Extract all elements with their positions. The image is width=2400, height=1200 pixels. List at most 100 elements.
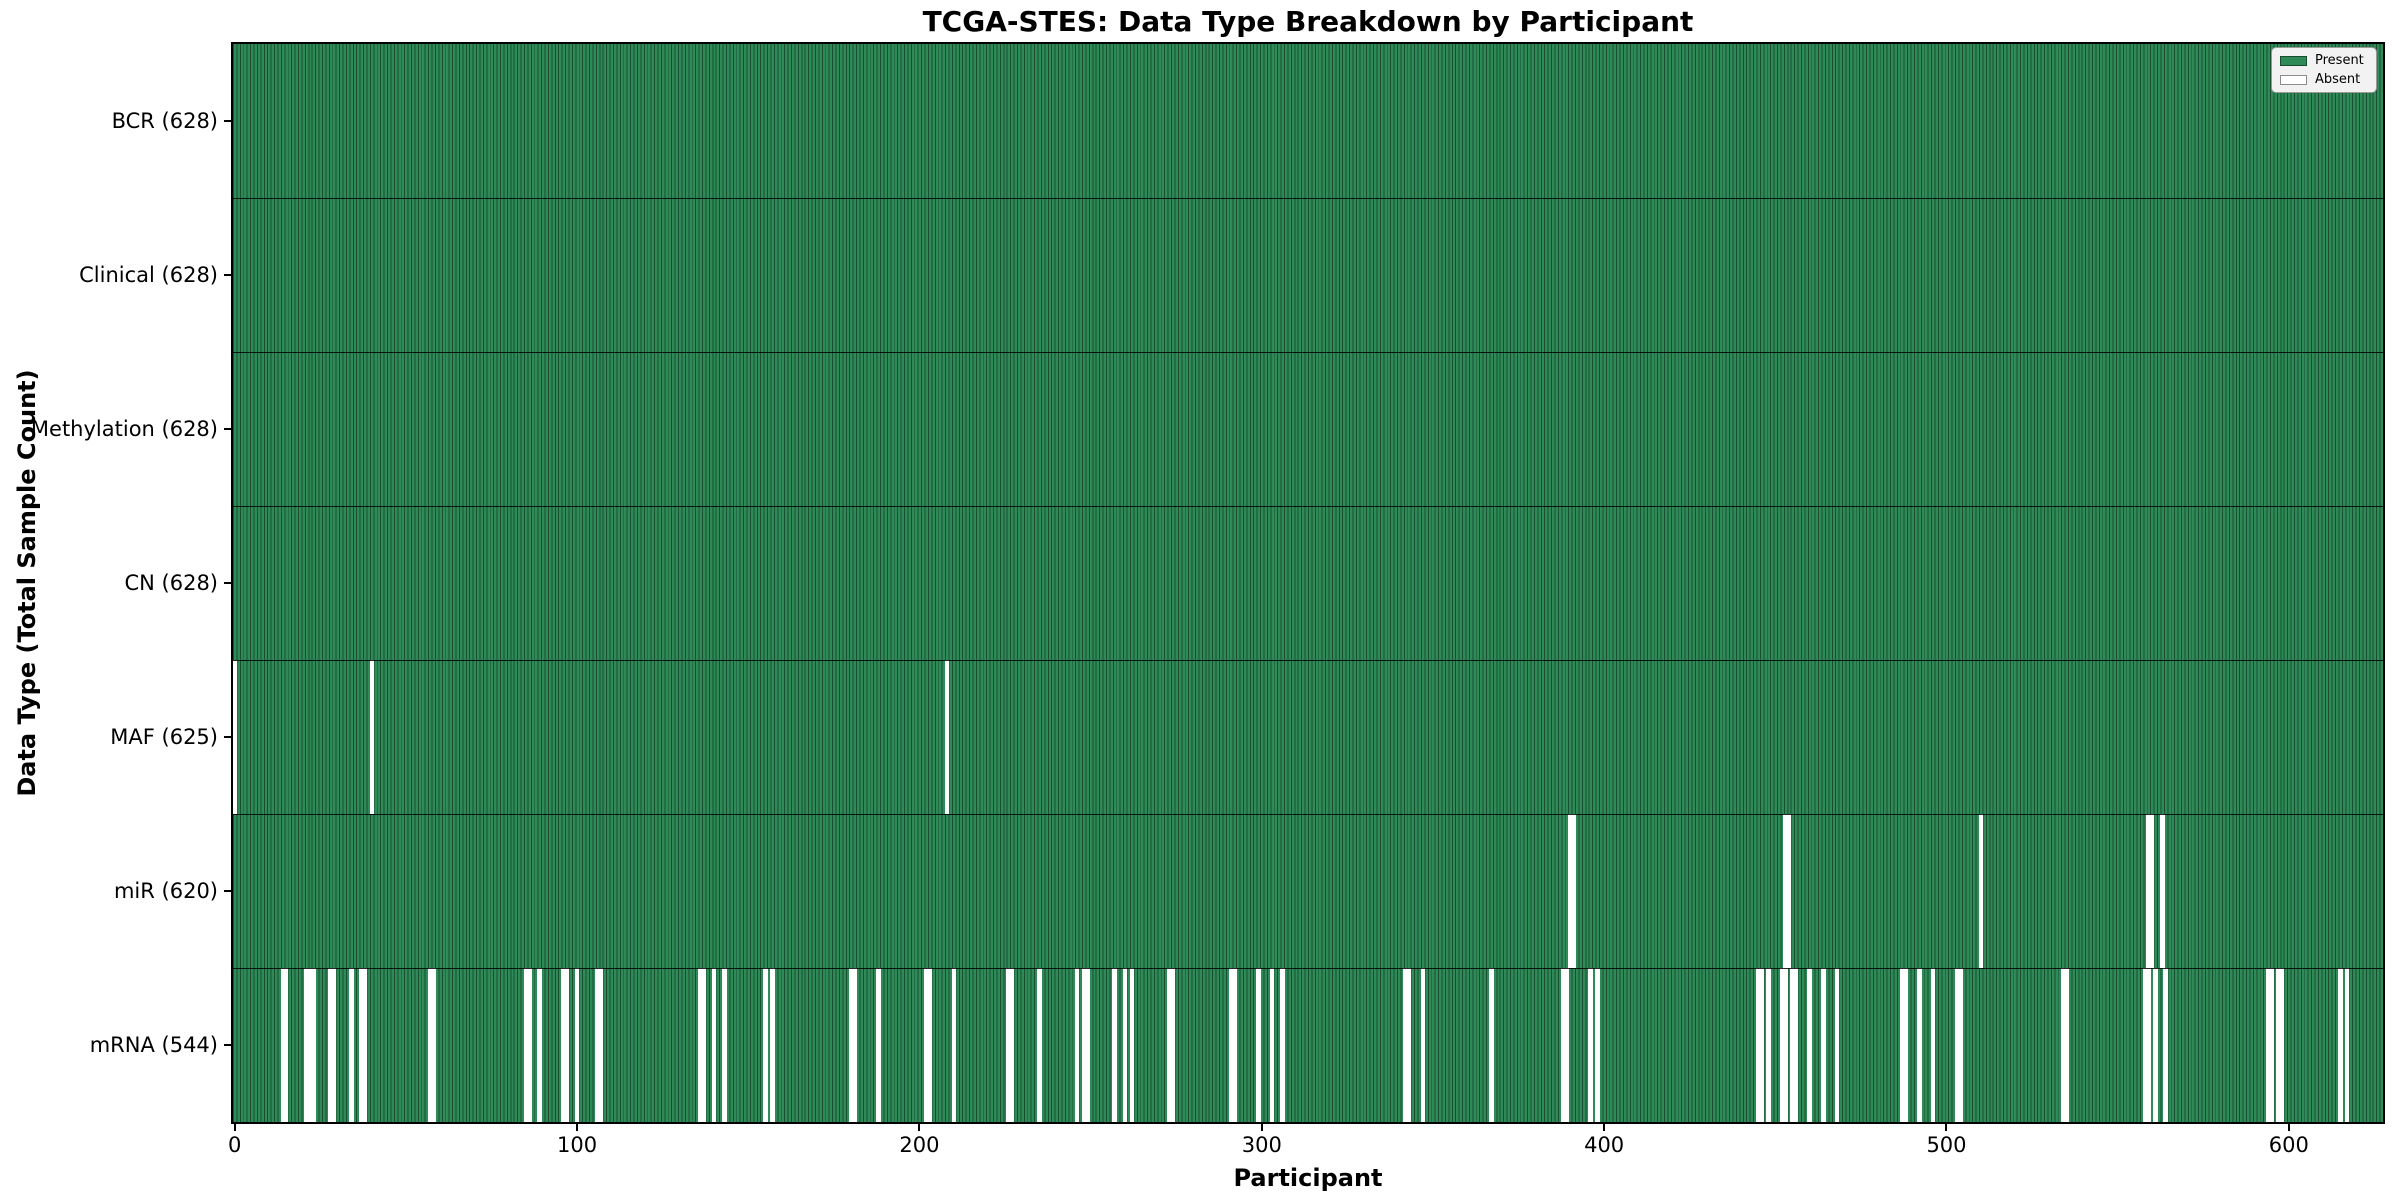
absent-stripe-mRNA bbox=[1899, 968, 1905, 1122]
row-separator bbox=[233, 506, 2383, 508]
absent-stripe-mRNA bbox=[1821, 968, 1826, 1122]
absent-label: Absent bbox=[2315, 72, 2361, 87]
absent-stripe-mRNA bbox=[1560, 968, 1566, 1122]
xtick-label-600: 600 bbox=[2268, 1133, 2309, 1157]
absent-stripe-mRNA bbox=[1280, 968, 1285, 1122]
absent-stripe-miR bbox=[1978, 814, 1984, 968]
absent-stripe-mRNA bbox=[1793, 968, 1799, 1122]
ytick-label-MAF: MAF (625) bbox=[110, 725, 218, 749]
absent-stripe-mRNA bbox=[722, 968, 727, 1122]
absent-stripe-mRNA bbox=[527, 968, 532, 1122]
plot-area bbox=[231, 42, 2385, 1124]
absent-stripe-mRNA bbox=[537, 968, 542, 1122]
absent-stripe-mRNA bbox=[2064, 968, 2069, 1122]
absent-stripe-miR bbox=[1567, 814, 1573, 968]
xtick-mark bbox=[576, 1122, 579, 1131]
ytick-label-miR: miR (620) bbox=[113, 879, 218, 903]
absent-stripe-mRNA bbox=[574, 968, 580, 1122]
absent-stripe-mRNA bbox=[283, 968, 289, 1122]
xtick-label-200: 200 bbox=[899, 1133, 940, 1157]
legend-entry-absent: Absent bbox=[2280, 73, 2368, 86]
absent-stripe-mRNA bbox=[523, 968, 529, 1122]
absent-stripe-mRNA bbox=[1085, 968, 1090, 1122]
chart-title: TCGA-STES: Data Type Breakdown by Partic… bbox=[922, 5, 1694, 38]
absent-stripe-mRNA bbox=[2146, 968, 2151, 1122]
absent-stripe-mRNA bbox=[876, 968, 881, 1122]
row-separator bbox=[233, 968, 2383, 970]
xtick-mark bbox=[233, 1122, 236, 1131]
absent-stripe-mRNA bbox=[311, 968, 316, 1122]
plot-border bbox=[231, 42, 2385, 1124]
ytick-label-mRNA: mRNA (544) bbox=[89, 1033, 218, 1057]
absent-stripe-MAF bbox=[232, 660, 238, 814]
legend-entry-present: Present bbox=[2280, 54, 2368, 67]
absent-stripe-mRNA bbox=[763, 968, 768, 1122]
absent-stripe-mRNA bbox=[2269, 968, 2275, 1122]
absent-stripe-mRNA bbox=[362, 968, 368, 1122]
absent-stripe-mRNA bbox=[595, 968, 600, 1122]
absent-stripe-mRNA bbox=[770, 968, 775, 1122]
absent-stripe-mRNA bbox=[2344, 968, 2350, 1122]
absent-stripe-mRNA bbox=[1129, 968, 1135, 1122]
absent-stripe-mRNA bbox=[1006, 968, 1011, 1122]
ytick-mark bbox=[224, 428, 233, 430]
xtick-label-100: 100 bbox=[557, 1133, 598, 1157]
absent-stripe-mRNA bbox=[598, 968, 604, 1122]
absent-stripe-miR bbox=[1783, 814, 1788, 968]
legend: Present Absent bbox=[2271, 47, 2377, 93]
absent-stripe-mRNA bbox=[1766, 968, 1771, 1122]
absent-stripe-mRNA bbox=[564, 968, 570, 1122]
row-separator bbox=[233, 198, 2383, 200]
absent-stripe-miR bbox=[2149, 814, 2155, 968]
present-label: Present bbox=[2315, 53, 2364, 68]
absent-stripe-mRNA bbox=[1790, 968, 1795, 1122]
absent-stripe-MAF bbox=[369, 660, 375, 814]
ytick-mark bbox=[224, 120, 233, 122]
absent-stripe-mRNA bbox=[924, 968, 929, 1122]
absent-stripe-miR bbox=[2146, 814, 2151, 968]
absent-stripe-mRNA bbox=[561, 968, 566, 1122]
absent-stripe-mRNA bbox=[1228, 968, 1234, 1122]
present-swatch bbox=[2280, 55, 2307, 66]
absent-stripe-mRNA bbox=[848, 968, 854, 1122]
absent-stripe-mRNA bbox=[1420, 968, 1426, 1122]
absent-stripe-miR bbox=[1786, 814, 1792, 968]
absent-stripe-miR bbox=[1571, 814, 1576, 968]
absent-stripe-mRNA bbox=[1759, 968, 1765, 1122]
x-axis-label: Participant bbox=[1233, 1164, 1383, 1192]
ytick-label-CN: CN (628) bbox=[124, 571, 218, 595]
absent-stripe-mRNA bbox=[1756, 968, 1761, 1122]
row-separator bbox=[233, 660, 2383, 662]
xtick-label-500: 500 bbox=[1926, 1133, 1967, 1157]
absent-stripe-mRNA bbox=[927, 968, 933, 1122]
xtick-mark bbox=[1260, 1122, 1263, 1131]
absent-stripe-mRNA bbox=[1232, 968, 1237, 1122]
absent-stripe-mRNA bbox=[2060, 968, 2066, 1122]
xtick-label-0: 0 bbox=[228, 1133, 242, 1157]
absent-stripe-mRNA bbox=[431, 968, 436, 1122]
absent-stripe-mRNA bbox=[349, 968, 354, 1122]
absent-stripe-mRNA bbox=[2153, 968, 2158, 1122]
absent-stripe-mRNA bbox=[1269, 968, 1275, 1122]
absent-stripe-mRNA bbox=[1564, 968, 1569, 1122]
ytick-label-BCR: BCR (628) bbox=[111, 109, 218, 133]
absent-stripe-mRNA bbox=[1037, 968, 1042, 1122]
absent-stripe-mRNA bbox=[427, 968, 433, 1122]
absent-stripe-mRNA bbox=[1074, 968, 1080, 1122]
absent-stripe-mRNA bbox=[1167, 968, 1172, 1122]
absent-stripe-mRNA bbox=[1595, 968, 1600, 1122]
absent-stripe-mRNA bbox=[711, 968, 717, 1122]
absent-stripe-mRNA bbox=[1112, 968, 1117, 1122]
absent-stripe-mRNA bbox=[1588, 968, 1593, 1122]
absent-stripe-mRNA bbox=[331, 968, 337, 1122]
xtick-label-400: 400 bbox=[1584, 1133, 1625, 1157]
absent-stripe-mRNA bbox=[1256, 968, 1261, 1122]
absent-stripe-mRNA bbox=[359, 968, 364, 1122]
ytick-mark bbox=[224, 274, 233, 276]
absent-stripe-mRNA bbox=[1489, 968, 1494, 1122]
absent-stripe-mRNA bbox=[951, 968, 957, 1122]
absent-stripe-MAF bbox=[944, 660, 950, 814]
absent-stripe-mRNA bbox=[1903, 968, 1908, 1122]
absent-stripe-mRNA bbox=[2163, 968, 2168, 1122]
absent-stripe-mRNA bbox=[1916, 968, 1922, 1122]
